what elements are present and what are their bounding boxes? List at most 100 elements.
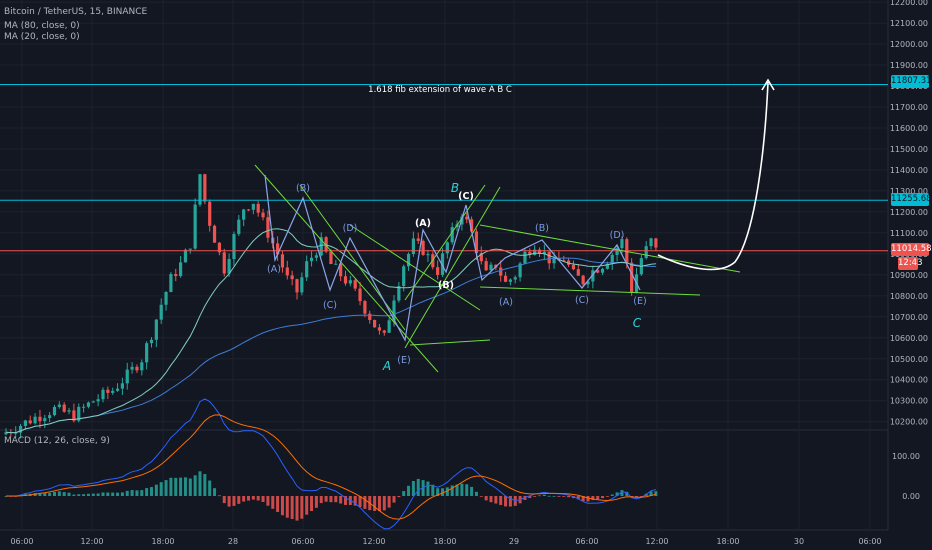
price-tick-label: 12100.00 bbox=[890, 19, 928, 28]
candle-body bbox=[377, 327, 382, 331]
wave-label: (D) bbox=[343, 223, 358, 234]
candle-body bbox=[256, 203, 260, 213]
macd-histogram-bar bbox=[319, 496, 323, 504]
macd-histogram-bar bbox=[431, 484, 435, 496]
macd-histogram-bar bbox=[581, 496, 585, 502]
candle-body bbox=[416, 238, 420, 241]
signal-line bbox=[6, 414, 657, 520]
candle-body bbox=[82, 406, 86, 408]
price-tick-label: 11600.00 bbox=[890, 124, 928, 133]
candle-body bbox=[353, 280, 357, 289]
ma20-legend: MA (20, close, 0) bbox=[4, 32, 80, 42]
candle-body bbox=[314, 255, 318, 258]
candle-body bbox=[387, 320, 391, 333]
candle-body bbox=[96, 399, 100, 402]
macd-histogram-bar bbox=[140, 490, 144, 496]
candle-body bbox=[440, 253, 445, 275]
candle-body bbox=[43, 418, 47, 422]
grid bbox=[0, 0, 889, 531]
candle-body bbox=[77, 406, 81, 421]
candle-body bbox=[208, 201, 212, 226]
moving-averages bbox=[5, 228, 656, 434]
macd-histogram-bar bbox=[557, 496, 561, 497]
wave-label: (B) bbox=[296, 183, 310, 194]
macd-histogram-bar bbox=[271, 496, 275, 509]
candle-body bbox=[62, 404, 66, 412]
time-tick-label: 28 bbox=[228, 537, 238, 546]
macd-histogram-bar bbox=[164, 480, 168, 496]
macd-histogram-bar bbox=[48, 492, 52, 496]
macd-histogram-bar bbox=[111, 492, 115, 496]
price-tick-label: 12200.00 bbox=[890, 0, 928, 7]
macd-histogram-bar bbox=[576, 496, 580, 500]
time-tick-label: 12:00 bbox=[362, 537, 385, 546]
wave-label: (C) bbox=[575, 295, 589, 306]
macd-histogram-bar bbox=[266, 496, 270, 506]
candle-body bbox=[474, 231, 479, 254]
macd-histogram-bar bbox=[601, 496, 605, 499]
candle-body bbox=[586, 281, 590, 285]
macd-histogram-bar bbox=[159, 482, 163, 496]
wave-label: A bbox=[382, 359, 391, 373]
candle-body bbox=[508, 279, 512, 282]
candle-body bbox=[111, 390, 115, 393]
macd-histogram-bar bbox=[474, 491, 478, 496]
trendline bbox=[404, 184, 486, 301]
candle-body bbox=[159, 304, 163, 320]
price-tick-label: 10600.00 bbox=[890, 334, 928, 343]
macd-histogram-bar bbox=[450, 485, 454, 496]
candle-body bbox=[644, 246, 648, 259]
candle-body bbox=[547, 251, 551, 264]
macd-histogram-bar bbox=[120, 492, 124, 496]
macd-histogram-bar bbox=[605, 496, 609, 497]
candle-body bbox=[232, 234, 236, 260]
macd-histogram-bar bbox=[460, 483, 464, 496]
macd-histogram-bar bbox=[596, 496, 600, 500]
ma20-line bbox=[5, 228, 656, 434]
macd-histogram-bar bbox=[125, 490, 129, 496]
macd-histogram-bar bbox=[256, 496, 260, 501]
macd-histogram-bar bbox=[426, 481, 430, 496]
macd-histogram-bar bbox=[208, 480, 212, 496]
candle-body bbox=[285, 267, 289, 276]
drawing-overlays: (A)(B)(C)(D)(E)A(A)(B)B(C)(B)(D)(A) (C) (E… bbox=[0, 78, 888, 373]
candle-body bbox=[605, 263, 609, 269]
macd-histogram-bar bbox=[174, 477, 178, 496]
candle-body bbox=[620, 239, 624, 249]
fib-lower-price-tag: 11255.68 bbox=[891, 193, 932, 206]
macd-histogram-bar bbox=[363, 496, 367, 509]
bar-countdown-tag: 12:43 bbox=[898, 257, 923, 270]
candle-body bbox=[358, 288, 362, 302]
trendline bbox=[299, 184, 406, 331]
price-tick-label: 11200.00 bbox=[890, 208, 928, 217]
macd-histogram-bar bbox=[251, 496, 255, 500]
macd-histogram-bar bbox=[305, 496, 309, 515]
candle-body bbox=[67, 410, 71, 412]
macd-histogram-bar bbox=[377, 496, 381, 512]
candle-body bbox=[436, 267, 440, 275]
candle-body bbox=[242, 209, 246, 220]
time-tick-label: 30 bbox=[794, 537, 804, 546]
candle-body bbox=[518, 263, 522, 278]
candle-body bbox=[319, 237, 323, 256]
candle-body bbox=[140, 362, 144, 371]
candle-body bbox=[23, 420, 27, 426]
macd-histogram-bar bbox=[411, 481, 415, 496]
macd-legend: MACD (12, 26, close, 9) bbox=[4, 436, 110, 446]
macd-histogram-bar bbox=[329, 496, 333, 503]
time-tick-label: 18:00 bbox=[716, 537, 739, 546]
macd-histogram-bar bbox=[615, 492, 619, 496]
macd-histogram-bar bbox=[499, 496, 503, 506]
candle-body bbox=[193, 204, 197, 249]
macd-histogram-bar bbox=[504, 496, 508, 507]
macd-histogram-bar bbox=[62, 492, 66, 496]
candle-body bbox=[203, 174, 207, 202]
wave-label: (E) bbox=[633, 296, 646, 307]
candle-body bbox=[567, 260, 571, 265]
trendline bbox=[404, 186, 501, 349]
macd-histogram-bar bbox=[358, 496, 362, 508]
candle-body bbox=[115, 388, 120, 391]
macd-histogram-bar bbox=[72, 494, 76, 496]
fib-annotation: 1.618 fib extension of wave A B C bbox=[368, 85, 512, 95]
